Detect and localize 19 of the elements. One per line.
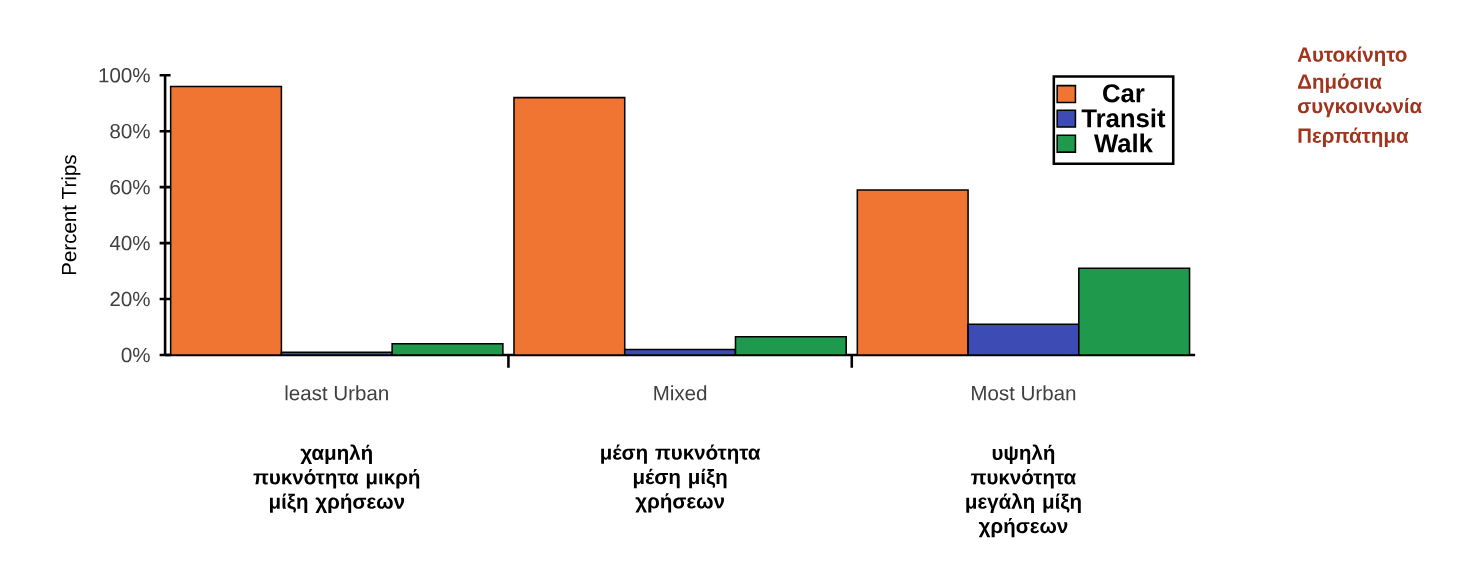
y-tick-label: 80% <box>110 123 150 139</box>
legend-label: Car <box>1103 84 1145 103</box>
y-tick-label: 0% <box>121 347 150 363</box>
text: Δημόσια συγκοινωνία <box>1297 73 1422 118</box>
y-tick-label: 20% <box>110 291 150 307</box>
text: Περπάτημα <box>1298 127 1409 148</box>
y-tick-label: 40% <box>109 235 150 251</box>
text: μέση πυκνότητα μέση μίξη χρήσεων <box>601 444 761 513</box>
legend-label: Walk <box>1093 133 1153 153</box>
text: Αυτοκίνητο <box>1297 46 1407 66</box>
text: χαμηλή πυκνότητα μικρή μίξη χρήσεων <box>253 444 420 513</box>
y-axis-title: Percent Trips <box>61 155 81 275</box>
x-tick-label: Mixed <box>654 385 707 401</box>
x-tick-label: least Urban <box>285 385 388 401</box>
y-tick-label: 60% <box>110 179 150 195</box>
y-tick-label: 100% <box>99 68 150 83</box>
x-tick-label: Most Urban <box>972 385 1076 401</box>
text: υψηλή πυκνότητα μεγάλη μίξη χρήσεων <box>966 444 1081 538</box>
legend-label: Transit <box>1081 108 1166 128</box>
